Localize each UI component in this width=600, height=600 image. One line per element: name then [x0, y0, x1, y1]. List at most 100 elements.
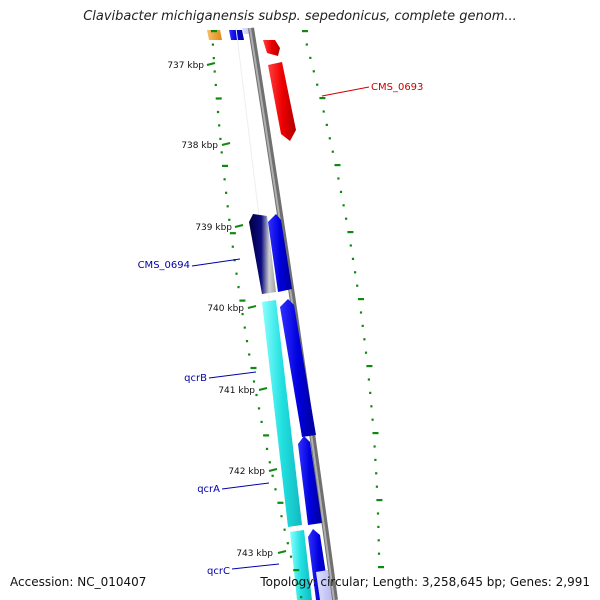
track-dot: [372, 432, 379, 435]
track-dot: [334, 164, 341, 167]
track-dot: [252, 380, 256, 383]
accession-text: Accession: NC_010407: [10, 575, 147, 589]
track-dot: [211, 43, 214, 46]
track-dot: [366, 365, 373, 368]
track-dot: [325, 123, 328, 126]
track-dot: [245, 340, 249, 343]
track-dot: [293, 569, 300, 572]
scale-tick-mark: [258, 387, 268, 391]
scale-tick-mark: [268, 468, 278, 472]
gene-qcrb-blue[interactable]: [280, 299, 316, 437]
scale-tick-label: 743 kbp: [236, 549, 273, 559]
track-dot: [363, 338, 366, 341]
track-dot: [243, 326, 246, 329]
track-dot: [351, 257, 355, 260]
upstream-orange-cds[interactable]: [207, 30, 222, 40]
track-dot: [328, 137, 331, 140]
track-dot: [260, 420, 263, 423]
gene-label-cms-0693[interactable]: CMS_0693: [371, 82, 423, 93]
track-dot: [349, 244, 352, 247]
downstream-pale-cds[interactable]: [316, 570, 332, 600]
track-dot: [212, 57, 215, 60]
track-dot: [214, 83, 217, 87]
scale-tick-label: 737 kbp: [167, 61, 204, 71]
track-dot: [211, 30, 217, 33]
scale-tick-mark: [206, 62, 216, 66]
track-dot: [215, 97, 222, 100]
track-dot: [347, 231, 354, 234]
scale-tick-label: 739 kbp: [195, 223, 232, 233]
label-leader-qcra: [221, 482, 270, 490]
track-dot: [286, 542, 289, 545]
track-dot: [237, 286, 240, 289]
track-dot: [228, 218, 231, 221]
gene-qcrb-cyan[interactable]: [262, 300, 302, 527]
track-dot: [377, 525, 380, 528]
right-dotted-track: [302, 30, 384, 569]
scale-tick-label: 741 kbp: [218, 386, 255, 396]
gene-cms-0693[interactable]: [268, 62, 296, 141]
track-dot: [370, 405, 373, 408]
track-dot: [241, 313, 244, 316]
track-dot: [302, 30, 308, 33]
track-dot: [263, 434, 270, 437]
scale-tick-mark: [247, 305, 257, 309]
track-dot: [375, 472, 378, 475]
scale-tick-mark: [277, 550, 287, 554]
scale-tick-label: 738 kbp: [181, 141, 218, 151]
gene-label-qcrc[interactable]: qcrC: [207, 566, 230, 577]
track-dot: [337, 177, 340, 180]
track-dot: [223, 178, 226, 181]
track-dot: [345, 217, 348, 220]
track-dot: [319, 97, 326, 100]
scale-ticks: 737 kbp 738 kbp 739 kbp 740 kbp 741 kbp …: [167, 61, 287, 559]
track-dot: [277, 501, 284, 504]
gene-qcra-blue[interactable]: [298, 436, 322, 525]
track-dot: [354, 271, 357, 274]
gene-qcrc-cyan[interactable]: [290, 530, 312, 600]
track-dot: [231, 245, 234, 248]
track-dot: [225, 191, 228, 194]
gene-label-qcra[interactable]: qcrA: [197, 484, 220, 495]
track-dot: [377, 539, 380, 542]
track-dot: [369, 391, 372, 394]
gene-cms-0694[interactable]: [249, 214, 276, 294]
track-dot: [331, 150, 334, 153]
track-dot: [265, 447, 269, 450]
track-dot: [248, 353, 251, 356]
track-dot: [376, 499, 383, 502]
track-dot: [296, 582, 299, 585]
label-leader-cms-0693: [321, 86, 370, 97]
track-dot: [250, 366, 257, 370]
track-dot: [339, 190, 343, 193]
track-dot: [342, 204, 345, 207]
gene-cds-fragment-red[interactable]: [263, 40, 280, 56]
scale-tick-label: 740 kbp: [207, 304, 244, 314]
track-dot: [359, 311, 363, 314]
track-dot: [257, 407, 261, 410]
track-dot: [213, 70, 216, 73]
track-dot: [218, 124, 221, 127]
track-dot: [356, 284, 359, 287]
gene-label-qcrb[interactable]: qcrB: [184, 373, 207, 384]
label-leader-qcrc: [231, 563, 280, 570]
gene-blue-739[interactable]: [268, 214, 292, 292]
track-dot: [289, 555, 293, 558]
track-dot: [376, 512, 380, 515]
track-dot: [371, 418, 374, 421]
track-dot: [361, 324, 364, 327]
genome-summary-text: Topology: circular; Length: 3,258,645 bp…: [260, 575, 590, 589]
track-dot: [367, 378, 370, 381]
track-dot: [305, 43, 308, 46]
track-dot: [219, 137, 222, 140]
label-leader-qcrb: [208, 371, 257, 379]
track-dot: [377, 552, 381, 555]
gene-label-cms-0694[interactable]: CMS_0694: [138, 260, 190, 271]
track-dot: [280, 515, 283, 518]
track-dot: [239, 299, 246, 302]
track-dot: [216, 110, 220, 114]
track-dot: [309, 56, 312, 59]
track-dot: [235, 272, 238, 275]
